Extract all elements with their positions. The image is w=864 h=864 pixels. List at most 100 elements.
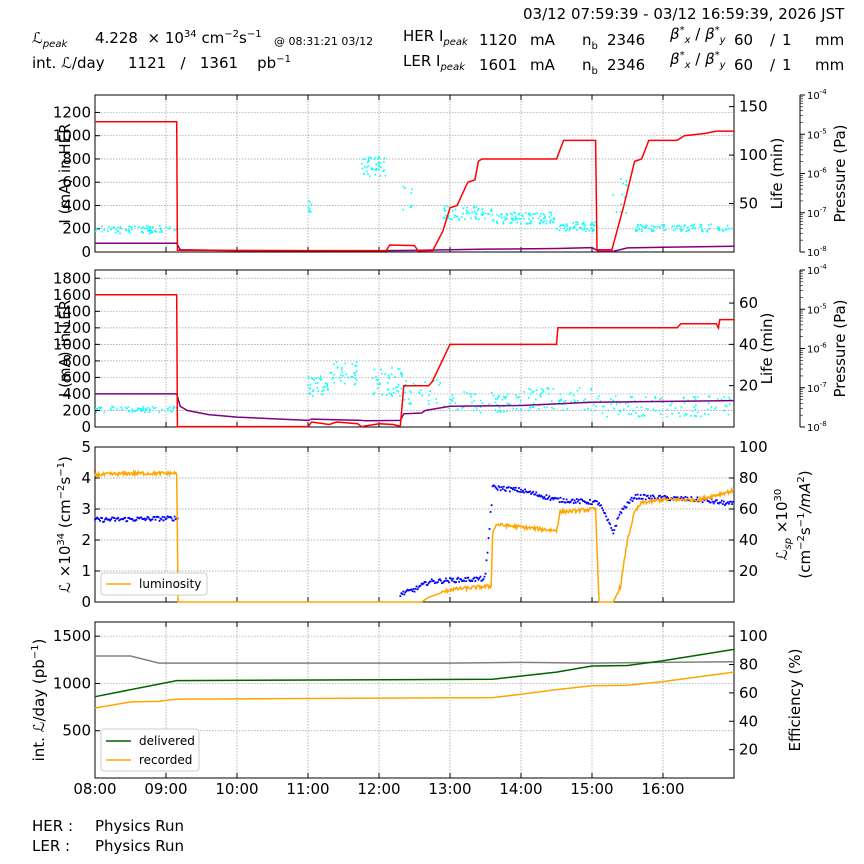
- specific-luminosity-point: [149, 519, 152, 522]
- her-lifetime-series-point: [149, 227, 152, 230]
- ler-lifetime-series-point: [428, 403, 430, 405]
- specific-luminosity-point: [540, 494, 543, 497]
- specific-luminosity-point: [640, 497, 643, 500]
- her-lifetime-series-point: [444, 205, 446, 208]
- ler-lifetime-series-point: [512, 407, 515, 410]
- her-lifetime-series-point: [465, 212, 468, 215]
- specific-luminosity-point: [560, 500, 563, 503]
- ler-lifetime-series-point: [671, 412, 673, 415]
- specific-luminosity-point: [726, 502, 728, 504]
- ler-beta-x: 60: [734, 56, 754, 74]
- ler-lifetime-series-point: [351, 376, 354, 378]
- ler-lifetime-series-point: [725, 405, 728, 408]
- her-lifetime-series-point: [706, 229, 708, 232]
- ler-lifetime-series-point: [452, 397, 455, 399]
- her-lifetime-series-point: [365, 166, 368, 169]
- specific-luminosity-point: [622, 508, 625, 511]
- her-lifetime-series-point: [661, 224, 663, 226]
- her-lifetime-series-point: [537, 217, 540, 220]
- specific-luminosity-point: [630, 496, 633, 499]
- y-tick-label: 1200: [53, 319, 91, 337]
- specific-luminosity-point: [615, 524, 618, 527]
- ler-lifetime-series-point: [386, 388, 389, 391]
- her-lifetime-series-point: [636, 226, 638, 228]
- her-lifetime-series-point: [642, 226, 644, 229]
- her-lifetime-series-point: [518, 212, 521, 215]
- ler-lifetime-series-point: [615, 403, 618, 406]
- her-lifetime-series-point: [134, 225, 136, 227]
- ler-beta-units: mm: [815, 56, 845, 74]
- ler-lifetime-series-point: [683, 401, 686, 404]
- ler-lifetime-series-point: [390, 393, 393, 395]
- her-lifetime-series-point: [511, 222, 513, 224]
- ler-lifetime-series-point: [632, 409, 635, 412]
- her-lifetime-series-point: [496, 214, 499, 216]
- ler-lifetime-series-point: [694, 396, 696, 399]
- her-lifetime-series-point: [625, 211, 627, 214]
- specific-luminosity-point: [538, 494, 541, 496]
- recorded-series: [94, 671, 735, 709]
- her-lifetime-series-point: [455, 215, 458, 218]
- ler-lifetime-series-point: [139, 408, 142, 410]
- ler-lifetime-series-point: [392, 392, 395, 394]
- specific-luminosity-point: [675, 496, 678, 499]
- her-lifetime-series-point: [125, 229, 128, 232]
- ler-nb-value: 2346: [607, 56, 646, 74]
- ler-lifetime-series-point: [610, 403, 612, 405]
- specific-luminosity-point: [677, 496, 680, 499]
- her-lifetime-series-point: [443, 210, 446, 212]
- her-lifetime-series-point: [383, 157, 386, 160]
- ler-lifetime-series-point: [619, 409, 621, 412]
- specific-luminosity-point: [174, 518, 177, 521]
- ler-lifetime-series-point: [598, 395, 600, 398]
- her-lifetime-series-point: [500, 216, 503, 219]
- ler-lifetime-series-point: [412, 382, 415, 385]
- her-lifetime-series-point: [142, 232, 144, 234]
- ler-lifetime-series-point: [693, 415, 696, 417]
- her-lifetime-series-point: [148, 230, 150, 233]
- specific-luminosity-point: [518, 487, 520, 489]
- her-lifetime-series-point: [691, 227, 693, 230]
- specific-luminosity-point: [431, 580, 434, 583]
- ler-lifetime-series-point: [96, 407, 99, 410]
- specific-luminosity-point: [674, 496, 677, 499]
- y2-tick-label: 50: [739, 195, 758, 213]
- specific-luminosity-point: [455, 581, 457, 583]
- her-lifetime-series-point: [653, 229, 655, 232]
- ler-lifetime-series-point: [695, 404, 697, 406]
- specific-luminosity-point: [514, 489, 516, 491]
- specific-luminosity-point: [136, 516, 139, 519]
- specific-luminosity-point: [464, 577, 467, 580]
- her-lifetime-series-point: [520, 222, 522, 225]
- her-lifetime-series-point: [371, 167, 373, 169]
- her-lifetime-series-point: [640, 225, 643, 227]
- y-tick-label: 1800: [53, 269, 91, 287]
- ler-lifetime-series-point: [461, 407, 463, 409]
- specific-luminosity-point: [142, 518, 145, 521]
- her-lifetime-series-point: [569, 226, 572, 229]
- her-lifetime-series-point: [377, 168, 380, 171]
- ler-lifetime-series-point: [529, 407, 532, 409]
- ler-lifetime-series-point: [330, 371, 333, 374]
- her-lifetime-series-point: [410, 192, 413, 194]
- her-lifetime-series-point: [498, 215, 501, 217]
- ler-lifetime-series-point: [607, 409, 610, 412]
- her-lifetime-series-point: [690, 225, 692, 227]
- ler-lifetime-series-point: [498, 394, 500, 397]
- her-lifetime-series-point: [656, 225, 659, 228]
- specific-luminosity-point: [717, 502, 720, 505]
- ler-lifetime-series-point: [312, 395, 314, 397]
- ler-lifetime-series-point: [540, 395, 542, 398]
- specific-luminosity-point: [108, 518, 111, 521]
- ler-lifetime-series-point: [312, 377, 314, 380]
- ler-lifetime-series-point: [614, 395, 617, 397]
- her-lifetime-series-point: [464, 218, 466, 221]
- int-lumi-label: int. ℒ/day: [32, 54, 105, 72]
- ler-lifetime-series-point: [340, 374, 342, 376]
- ler-lifetime-series-point: [576, 389, 579, 392]
- specific-luminosity-point: [645, 495, 648, 498]
- her-pressure-tick-label: 10-5: [807, 127, 827, 141]
- specific-luminosity-point: [580, 498, 583, 501]
- her-lifetime-series-point: [107, 230, 109, 232]
- ler-lifetime-series-point: [314, 382, 317, 385]
